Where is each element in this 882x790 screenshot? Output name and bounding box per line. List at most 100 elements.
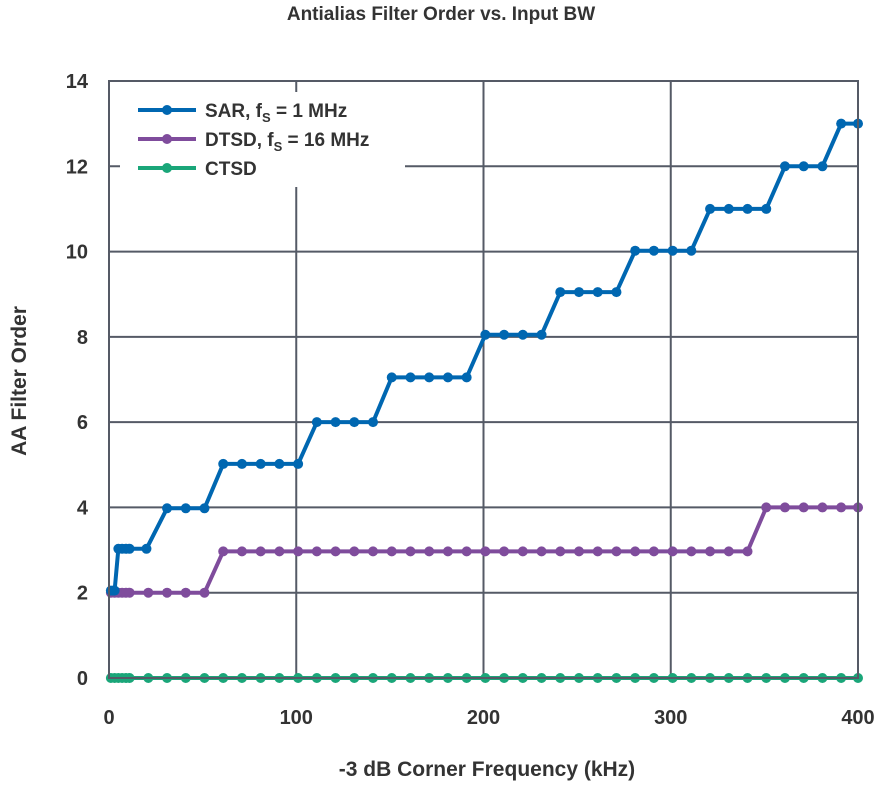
data-point [723,546,734,557]
legend-label: SAR, fS = 1 MHz [205,101,347,125]
legend-marker [162,163,172,173]
tick-labels: 0 100 200 300 400 0 2 4 6 8 10 12 14 [66,71,875,729]
x-tick-label: 300 [654,707,687,729]
data-point [236,546,247,557]
data-point [349,546,360,557]
data-point [555,287,566,298]
legend-label: CTSD [205,159,257,180]
data-point [405,546,416,557]
data-point [592,287,603,298]
data-point [742,203,753,214]
data-point [162,587,173,598]
data-point [817,502,828,513]
data-point [499,329,510,340]
data-point [648,546,659,557]
data-point [705,203,716,214]
data-point [723,203,734,214]
data-point [630,245,641,256]
data-point [836,118,847,129]
data-point [180,587,191,598]
data-point [386,546,397,557]
data-point [218,458,229,469]
data-point [611,546,622,557]
data-point [199,587,210,598]
data-point [817,161,828,172]
data-point [611,287,622,298]
legend-marker [162,134,172,144]
data-point [311,417,322,428]
data-point [573,546,584,557]
chart-title: Antialias Filter Order vs. Input BW [286,4,596,25]
data-point [686,245,697,256]
x-tick-label: 100 [280,707,313,729]
legend-label: DTSD, fS = 16 MHz [205,130,369,154]
data-point [798,161,809,172]
y-tick-label: 8 [77,327,88,349]
y-tick-label: 14 [66,71,89,93]
data-point [630,546,641,557]
x-tick-label: 400 [841,707,874,729]
y-tick-label: 0 [77,668,88,690]
data-point [180,503,191,514]
data-point [311,546,322,557]
data-point [798,502,809,513]
data-point [461,372,472,383]
x-tick-label: 200 [467,707,500,729]
data-point [517,546,528,557]
data-point [517,329,528,340]
data-point [143,587,154,598]
data-point [836,502,847,513]
data-point [536,546,547,557]
data-point [162,503,173,514]
data-point [480,546,491,557]
data-point [480,329,491,340]
data-point [742,546,753,557]
data-point [667,546,678,557]
data-point [109,585,120,596]
data-point [141,543,152,554]
series-line [110,121,858,593]
data-point [236,458,247,469]
data-point [255,458,266,469]
data-point [386,372,397,383]
series-0 [105,118,863,596]
x-axis-label: -3 dB Corner Frequency (kHz) [338,758,636,781]
data-point [424,372,435,383]
data-point [124,587,135,598]
plot-frame [108,80,859,679]
data-point [199,503,210,514]
data-point [779,502,790,513]
data-point [218,546,229,557]
data-point [368,546,379,557]
data-point [274,458,285,469]
data-point [124,543,135,554]
data-point [442,372,453,383]
y-tick-label: 6 [77,412,88,434]
data-point [686,546,697,557]
data-point [592,546,603,557]
data-point [424,546,435,557]
data-point [293,546,304,557]
y-tick-label: 10 [66,242,88,264]
data-point [779,161,790,172]
data-point [274,546,285,557]
legend-marker [162,105,172,115]
data-point [648,245,659,256]
legend: SAR, fS = 1 MHz DTSD, fS = 16 MHz CTSD [120,92,405,187]
y-tick-label: 2 [77,583,88,605]
x-tick-label: 0 [103,707,114,729]
y-tick-label: 12 [66,156,88,178]
data-point [573,287,584,298]
data-point [368,417,379,428]
data-point [461,546,472,557]
data-point [330,417,341,428]
data-point [761,203,772,214]
data-point [499,546,510,557]
data-point [705,546,716,557]
data-point [536,329,547,340]
y-tick-label: 4 [77,497,89,519]
data-point [330,546,341,557]
data-point [293,458,304,469]
data-point [255,546,266,557]
